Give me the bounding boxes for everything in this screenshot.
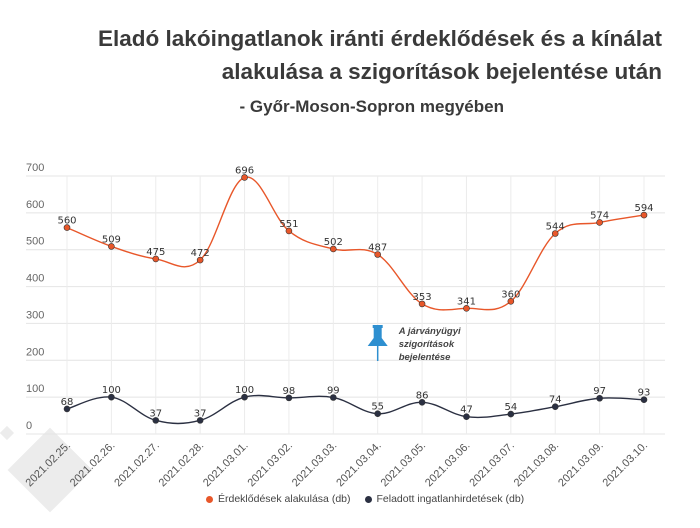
pushpin-icon [367, 325, 388, 361]
data-label: 574 [590, 210, 609, 221]
data-label: 86 [416, 390, 429, 401]
annotation-text: szigorítások [399, 339, 455, 350]
data-label: 98 [283, 386, 296, 397]
x-tick-label: 2021.03.01. [201, 440, 251, 490]
data-label: 472 [191, 248, 210, 259]
annotation-text: bejelentése [399, 352, 451, 363]
data-label: 74 [549, 395, 562, 406]
y-tick-label: 400 [26, 273, 44, 285]
data-point [596, 394, 603, 402]
data-point [330, 245, 337, 253]
chart-title: Eladó lakóingatlanok iránti érdeklődések… [98, 26, 662, 84]
data-point [374, 410, 381, 418]
data-label: 509 [102, 234, 121, 245]
data-label: 475 [146, 247, 165, 258]
data-point [152, 255, 160, 263]
data-label: 68 [61, 397, 74, 408]
data-label: 353 [413, 292, 432, 303]
y-tick-label: 100 [26, 383, 44, 395]
data-label: 487 [368, 243, 387, 254]
data-label: 100 [235, 385, 254, 396]
data-label: 360 [501, 289, 520, 300]
data-label: 93 [638, 388, 651, 399]
series-line-1 [66, 394, 645, 425]
data-point [63, 224, 71, 231]
data-label: 100 [102, 385, 121, 396]
legend-item-hirdetesek[interactable]: Feladott ingatlanhirdetések (db) [364, 493, 525, 505]
data-point [551, 230, 559, 237]
x-tick-label: 2021.02.28. [157, 440, 207, 490]
y-tick-label: 200 [26, 346, 44, 358]
x-tick-label: 2021.03.02. [245, 440, 295, 490]
legend-label: Feladott ingatlanhirdetések (db) [376, 493, 525, 505]
legend-label: Érdeklődések alakulása (db) [218, 493, 351, 505]
data-point [241, 393, 248, 401]
data-label: 594 [634, 203, 653, 214]
data-label: 696 [235, 165, 254, 176]
data-point [596, 219, 603, 226]
x-tick-label: 2021.03.09. [556, 440, 606, 490]
series-line-0 [66, 176, 645, 311]
chart-subtitle: - Győr-Moson-Sopron megyében [239, 97, 504, 116]
x-tick-label: 2021.03.06. [423, 440, 473, 490]
data-point [507, 298, 515, 305]
data-point [285, 394, 293, 402]
y-tick-label: 300 [26, 309, 44, 321]
data-point [374, 251, 381, 258]
x-tick-label: 2021.03.08. [512, 440, 562, 490]
x-tick-label: 2021.03.10. [601, 440, 651, 490]
data-point [108, 393, 115, 401]
data-point [63, 405, 71, 413]
data-label: 54 [504, 402, 517, 413]
legend-item-erdeklodesek[interactable]: Érdeklődések alakulása (db) [206, 493, 351, 505]
data-label: 55 [371, 402, 384, 413]
y-tick-label: 0 [26, 420, 32, 432]
x-tick-label: 2021.03.07. [467, 440, 517, 490]
pin-body [367, 328, 388, 346]
data-label: 47 [460, 405, 473, 416]
data-point [463, 413, 470, 420]
data-label: 502 [324, 237, 343, 248]
data-label: 341 [457, 296, 476, 307]
data-point [418, 399, 426, 406]
data-label: 97 [593, 386, 606, 397]
legend: Érdeklődések alakulása (db) Feladott ing… [206, 493, 524, 505]
data-point [196, 417, 204, 424]
x-tick-label: 2021.03.05. [379, 440, 429, 490]
data-label: 560 [57, 216, 76, 227]
data-point [108, 243, 115, 250]
data-point [640, 396, 648, 404]
data-point [152, 417, 160, 424]
data-point [330, 394, 337, 401]
y-tick-label: 500 [26, 236, 44, 248]
data-point [196, 256, 204, 264]
data-point [640, 211, 648, 219]
annotation-text: A járványügyi [398, 326, 461, 337]
y-tick-label: 700 [26, 162, 44, 174]
data-point [241, 174, 248, 181]
pin-head [372, 325, 383, 328]
legend-dot [364, 495, 372, 503]
data-point [418, 300, 426, 308]
y-tick-label: 600 [26, 199, 44, 211]
legend-dot [206, 495, 213, 503]
data-label: 37 [149, 408, 162, 419]
data-label: 544 [546, 221, 565, 232]
x-tick-label: 2021.02.27. [112, 440, 162, 490]
data-point [507, 410, 515, 418]
x-tick-label: 2021.03.04. [334, 440, 384, 490]
data-label: 551 [279, 219, 298, 230]
data-point [551, 403, 559, 411]
data-label: 99 [327, 386, 340, 397]
data-point [285, 227, 293, 235]
x-tick-label: 2021.03.03. [290, 440, 340, 490]
data-label: 37 [194, 408, 207, 419]
watermark-logo [0, 425, 93, 513]
data-point [463, 305, 470, 312]
